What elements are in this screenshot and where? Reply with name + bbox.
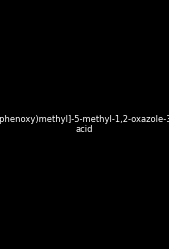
Text: 4-[(4-chlorophenoxy)methyl]-5-methyl-1,2-oxazole-3-carboxylic acid: 4-[(4-chlorophenoxy)methyl]-5-methyl-1,2… (0, 115, 169, 134)
